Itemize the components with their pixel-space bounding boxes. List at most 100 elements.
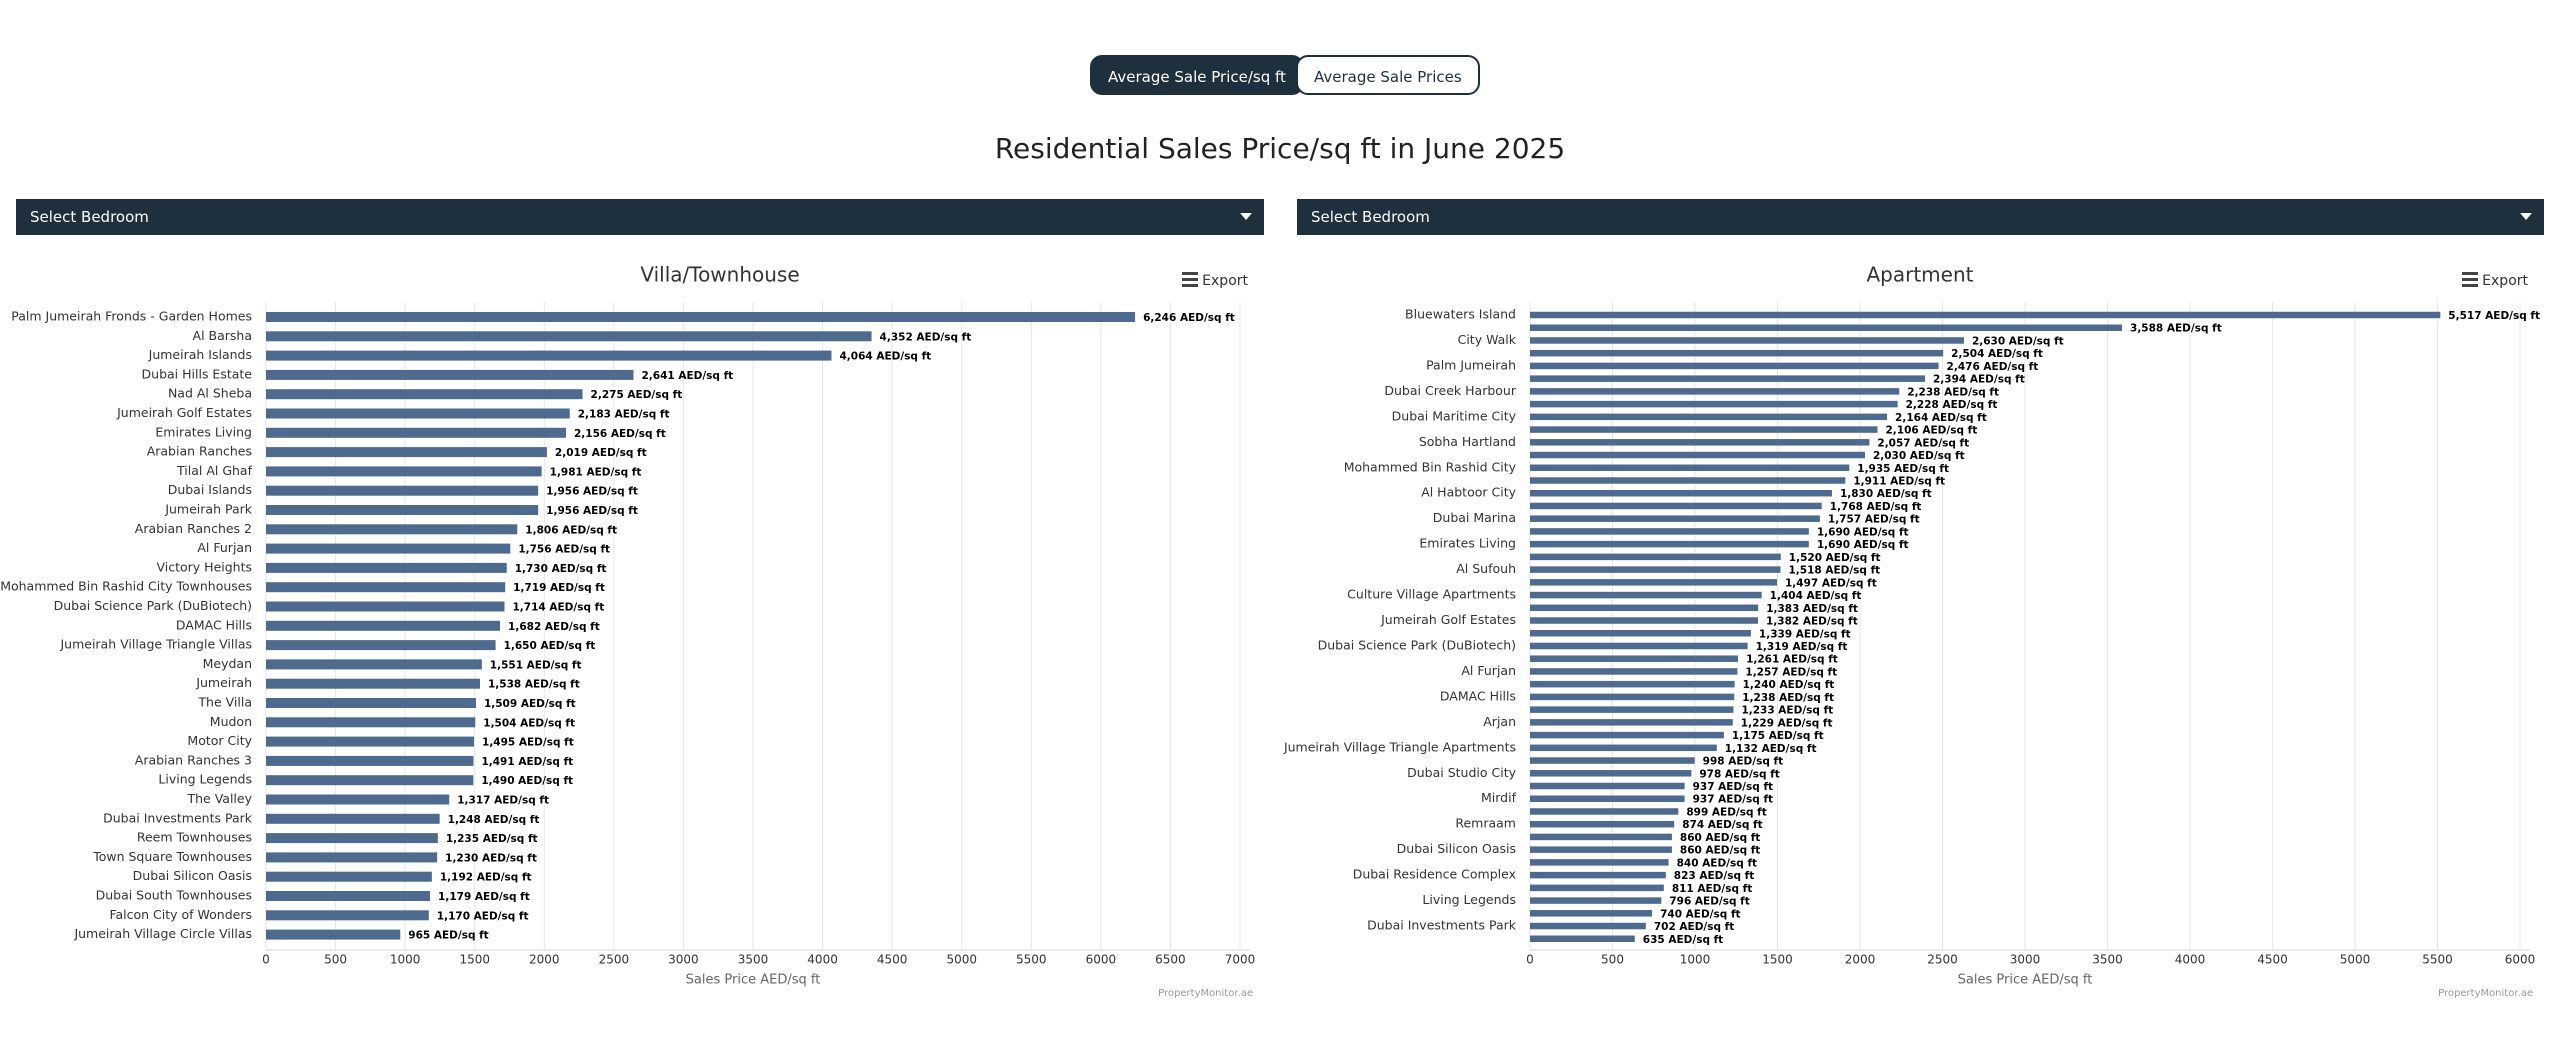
- bar: [266, 794, 450, 805]
- category-label: Dubai Islands: [168, 482, 252, 497]
- bar: [266, 485, 539, 496]
- category-label: Jumeirah Village Triangle Apartments: [1283, 739, 1516, 754]
- select-label: Select Bedroom: [30, 208, 149, 226]
- category-label: Dubai South Townhouses: [96, 888, 252, 903]
- bar: [1530, 910, 1653, 917]
- category-label: Dubai Hills Estate: [142, 366, 253, 381]
- bar: [266, 871, 432, 882]
- x-tick-label: 500: [324, 953, 347, 967]
- bar: [266, 659, 482, 670]
- value-label: 937 AED/sq ft: [1693, 794, 1773, 806]
- category-label: Town Square Townhouses: [92, 849, 252, 864]
- x-tick-label: 4000: [2175, 953, 2206, 967]
- category-label: Jumeirah Park: [164, 502, 252, 517]
- bar: [266, 833, 438, 844]
- export-button[interactable]: Export: [2482, 273, 2528, 289]
- bar: [1530, 400, 1898, 408]
- category-label: The Valley: [187, 791, 253, 806]
- bar: [1530, 719, 1733, 726]
- value-label: 1,248 AED/sq ft: [448, 814, 540, 826]
- export-icon: [1182, 284, 1198, 287]
- bar: [266, 813, 440, 824]
- category-label: Jumeirah Golf Estates: [116, 405, 252, 420]
- value-label: 1,509 AED/sq ft: [484, 698, 576, 710]
- bar: [266, 910, 429, 921]
- category-label: Culture Village Apartments: [1347, 587, 1516, 602]
- bar: [1530, 388, 1900, 395]
- value-label: 1,491 AED/sq ft: [481, 756, 573, 768]
- category-label: Falcon City of Wonders: [109, 907, 252, 922]
- value-label: 2,238 AED/sq ft: [1907, 386, 1999, 398]
- value-label: 1,768 AED/sq ft: [1830, 501, 1922, 513]
- x-tick-label: 5000: [2340, 953, 2371, 967]
- bar: [266, 929, 401, 940]
- x-tick-label: 1000: [390, 953, 421, 967]
- value-label: 635 AED/sq ft: [1643, 934, 1723, 946]
- category-label: Dubai Investments Park: [103, 810, 253, 825]
- category-label: Living Legends: [158, 772, 252, 787]
- category-label: Mirdif: [1481, 790, 1517, 805]
- value-label: 2,504 AED/sq ft: [1951, 348, 2043, 360]
- bar: [1530, 324, 2123, 331]
- bar: [1530, 833, 1672, 841]
- category-label: Arabian Ranches 2: [135, 521, 252, 536]
- value-label: 6,246 AED/sq ft: [1143, 312, 1235, 324]
- bar: [1530, 502, 1822, 510]
- select-label: Select Bedroom: [1311, 208, 1430, 226]
- category-label: Emirates Living: [1419, 536, 1516, 551]
- category-label: Dubai Investments Park: [1367, 918, 1517, 933]
- bar: [266, 640, 496, 651]
- bar: [1530, 591, 1762, 599]
- x-tick-label: 4000: [807, 953, 838, 967]
- category-label: Dubai Creek Harbour: [1384, 383, 1516, 398]
- bedroom-select[interactable]: Select Bedroom: [1297, 199, 2544, 235]
- category-label: City Walk: [1458, 332, 1517, 347]
- category-label: Jumeirah Village Triangle Villas: [59, 637, 252, 652]
- value-label: 823 AED/sq ft: [1674, 870, 1754, 882]
- value-label: 1,520 AED/sq ft: [1789, 552, 1881, 564]
- value-label: 1,497 AED/sq ft: [1785, 577, 1877, 589]
- export-icon: [2462, 278, 2478, 281]
- category-label: Remraam: [1455, 816, 1516, 831]
- bedroom-select[interactable]: Select Bedroom: [16, 199, 1264, 235]
- value-label: 965 AED/sq ft: [408, 930, 488, 942]
- category-label: Dubai Silicon Oasis: [1397, 841, 1516, 856]
- bar: [1530, 426, 1878, 433]
- x-tick-label: 5500: [1016, 953, 1047, 967]
- bar: [1530, 604, 1759, 612]
- select-arrow: [2520, 213, 2532, 220]
- value-label: 1,518 AED/sq ft: [1788, 565, 1880, 577]
- category-label: Dubai Maritime City: [1392, 408, 1517, 423]
- x-tick-label: 2500: [599, 953, 630, 967]
- bar: [266, 775, 474, 786]
- value-label: 5,517 AED/sq ft: [2448, 310, 2540, 322]
- bar: [266, 717, 476, 728]
- category-label: Al Sufouh: [1456, 561, 1516, 576]
- bar: [1530, 566, 1781, 573]
- bar: [1530, 782, 1685, 790]
- bar: [266, 891, 431, 901]
- value-label: 1,551 AED/sq ft: [490, 659, 582, 671]
- bar: [266, 447, 547, 458]
- category-label: Arabian Ranches 3: [135, 752, 252, 767]
- bar: [1530, 871, 1666, 879]
- category-label: Dubai Residence Complex: [1353, 867, 1516, 882]
- bar: [1530, 846, 1672, 853]
- category-label: Dubai Science Park (DuBiotech): [54, 598, 252, 613]
- value-label: 937 AED/sq ft: [1693, 781, 1773, 793]
- bar: [1530, 820, 1675, 828]
- category-label: Dubai Silicon Oasis: [133, 868, 252, 883]
- bar: [266, 601, 505, 612]
- bar: [1530, 693, 1735, 701]
- value-label: 860 AED/sq ft: [1680, 832, 1760, 844]
- category-label: Jumeirah: [195, 675, 252, 690]
- bar: [266, 678, 481, 689]
- bar: [266, 369, 634, 380]
- value-label: 899 AED/sq ft: [1686, 806, 1766, 818]
- bar: [1530, 477, 1846, 484]
- bar: [266, 408, 570, 419]
- price-sqft-button[interactable]: Average Sale Price/sq ft: [1090, 55, 1304, 95]
- price-button[interactable]: Average Sale Prices: [1296, 55, 1480, 95]
- export-button[interactable]: Export: [1202, 273, 1248, 289]
- x-tick-label: 5000: [946, 953, 977, 967]
